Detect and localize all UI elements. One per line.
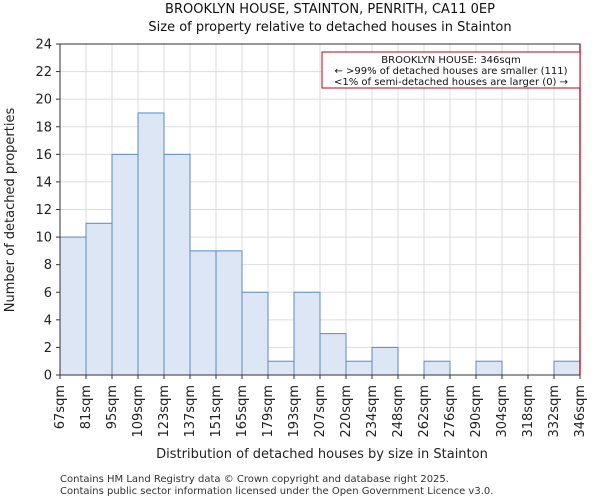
bar [423,360,451,376]
x-tick-label: 304sqm [495,385,510,438]
footer-line-2: Contains public sector information licen… [60,486,493,497]
bar [345,360,373,376]
annotation-line-2: ← >99% of detached houses are smaller (1… [334,66,567,77]
chart-subtitle: Size of property relative to detached ho… [148,20,511,35]
x-tick-label: 276sqm [443,385,458,438]
chart-title: BROOKLYN HOUSE, STAINTON, PENRITH, CA11 … [165,2,495,17]
y-tick-label: 20 [35,93,52,108]
x-tick-label: 81sqm [79,385,94,429]
y-axis-label: Number of detached properties [3,108,18,313]
annotation-frame [321,51,581,89]
x-tick-label: 290sqm [469,385,484,438]
annotation-line-3: <1% of semi-detached houses are larger (… [334,77,568,88]
y-tick-label: 14 [35,175,52,190]
x-axis: 67sqm 81sqm 95sqm 109sqm 123sqm 137sqm 151sqm 1… [53,375,588,438]
annotation-line-1: BROOKLYN HOUSE: 346sqm [381,55,520,66]
y-tick-label: 18 [35,120,52,135]
bar [163,153,191,376]
x-tick-label: 220sqm [339,385,354,438]
bar [371,346,399,376]
y-tick-label: 8 [44,258,52,273]
bar [553,360,581,376]
y-tick-label: 12 [35,203,52,218]
x-tick-label: 179sqm [261,385,276,438]
y-tick-label: 2 [44,341,52,356]
x-tick-label: 346sqm [573,385,588,438]
footer-line-1: Contains HM Land Registry data © Crown c… [60,474,449,485]
bar [215,250,243,376]
x-tick-label: 123sqm [157,385,172,438]
bar [189,250,217,376]
x-tick-label: 318sqm [521,385,536,438]
x-tick-label: 109sqm [131,385,146,438]
y-tick-label: 16 [35,148,52,163]
y-tick-label: 24 [35,38,52,53]
x-tick-label: 193sqm [287,385,302,438]
x-tick-label: 248sqm [391,385,406,438]
y-tick-label: 4 [44,313,52,328]
bar [137,112,165,376]
bar [111,153,139,376]
y-tick-label: 10 [35,231,52,246]
x-tick-label: 332sqm [547,385,562,438]
bar [59,236,87,376]
bar [267,360,295,376]
bar [475,360,503,376]
bar [241,291,269,376]
x-tick-label: 67sqm [53,385,68,429]
bar [85,222,113,376]
y-tick-label: 0 [44,369,52,384]
x-tick-label: 234sqm [365,385,380,438]
x-tick-label: 165sqm [235,385,250,438]
y-tick-label: 22 [35,65,52,80]
x-tick-label: 151sqm [209,385,224,438]
x-tick-label: 95sqm [105,385,120,429]
x-tick-label: 262sqm [417,385,432,438]
x-axis-label: Distribution of detached houses by size … [156,447,488,462]
bar [293,291,321,376]
annotation-box: BROOKLYN HOUSE: 346sqm ← >99% of detache… [321,51,581,89]
x-tick-label: 207sqm [313,385,328,438]
x-tick-label: 137sqm [183,385,198,438]
bars [59,112,581,376]
bar [319,333,347,376]
y-tick-label: 6 [44,286,52,301]
